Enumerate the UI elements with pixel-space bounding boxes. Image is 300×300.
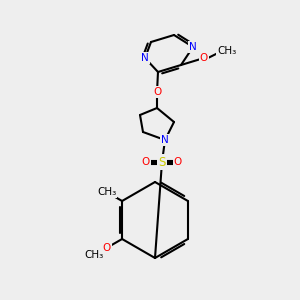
Text: N: N xyxy=(161,135,169,145)
Text: S: S xyxy=(158,155,166,169)
Text: N: N xyxy=(189,42,197,52)
Text: CH₃: CH₃ xyxy=(218,46,237,56)
Text: O: O xyxy=(154,87,162,97)
Text: O: O xyxy=(102,243,111,253)
Text: O: O xyxy=(174,157,182,167)
Text: CH₃: CH₃ xyxy=(97,187,116,197)
Text: CH₃: CH₃ xyxy=(84,250,103,260)
Text: O: O xyxy=(142,157,150,167)
Text: N: N xyxy=(141,53,149,63)
Text: O: O xyxy=(200,53,208,63)
